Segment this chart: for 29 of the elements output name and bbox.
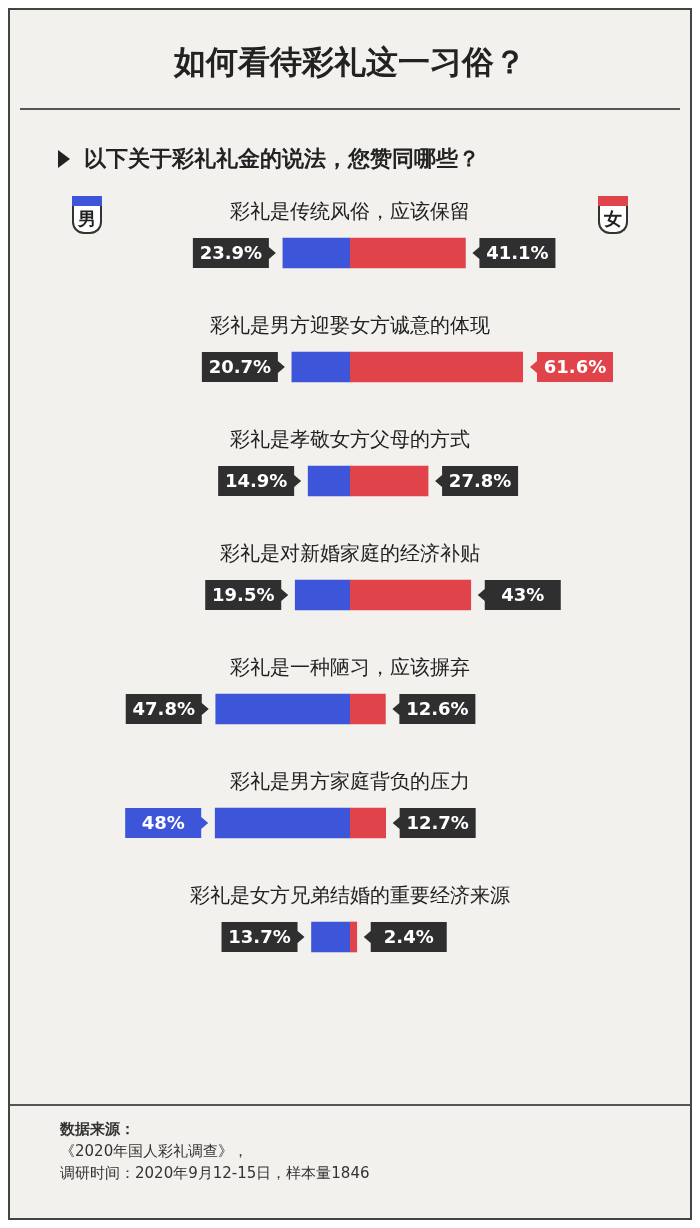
data-label: 41.1% (486, 241, 549, 263)
y-tick-label: 彩礼是男方家庭背负的压力 (229, 768, 471, 795)
data-label: 13.7% (228, 925, 291, 947)
y-tick-label: 彩礼是男方迎娶女方诚意的体现 (209, 312, 491, 339)
y-tick-label: 彩礼是孝敬女方父母的方式 (229, 426, 471, 453)
data-label: 43% (501, 583, 545, 605)
chart-title: 如何看待彩礼这一习俗？ (20, 18, 680, 110)
y-tick-label: 彩礼是传统风俗，应该保留 (230, 199, 470, 223)
data-label: 12.7% (406, 811, 469, 833)
data-label: 19.5% (212, 583, 275, 605)
chart-subtitle: 以下关于彩礼礼金的说法，您赞同哪些？ (84, 145, 480, 173)
y-tick-label: 彩礼是女方兄弟结婚的重要经济来源 (189, 882, 511, 909)
data-label: 27.8% (448, 469, 512, 491)
data-label: 61.6% (543, 355, 607, 377)
y-tick-label: 彩礼是一种陋习，应该摒弃 (229, 654, 471, 681)
text: 调研时间：2020年9月12-15日，样本量1846 (60, 1163, 371, 1184)
data-label: 20.7% (208, 355, 272, 377)
data-label: 48% (141, 811, 185, 833)
data-label: 47.8% (132, 697, 195, 719)
bar (350, 921, 358, 953)
bar (350, 693, 386, 725)
data-label: 12.6% (406, 697, 469, 719)
data-label: 23.9% (199, 241, 263, 263)
y-tick-label: 彩礼是对新婚家庭的经济补贴 (219, 540, 481, 567)
bar (350, 807, 386, 839)
source-note: 数据来源： (60, 1119, 136, 1140)
text: 《2020年国人彩礼调查》， (60, 1141, 250, 1162)
data-label: 2.4% (383, 925, 434, 947)
data-label: 14.9% (224, 469, 288, 491)
